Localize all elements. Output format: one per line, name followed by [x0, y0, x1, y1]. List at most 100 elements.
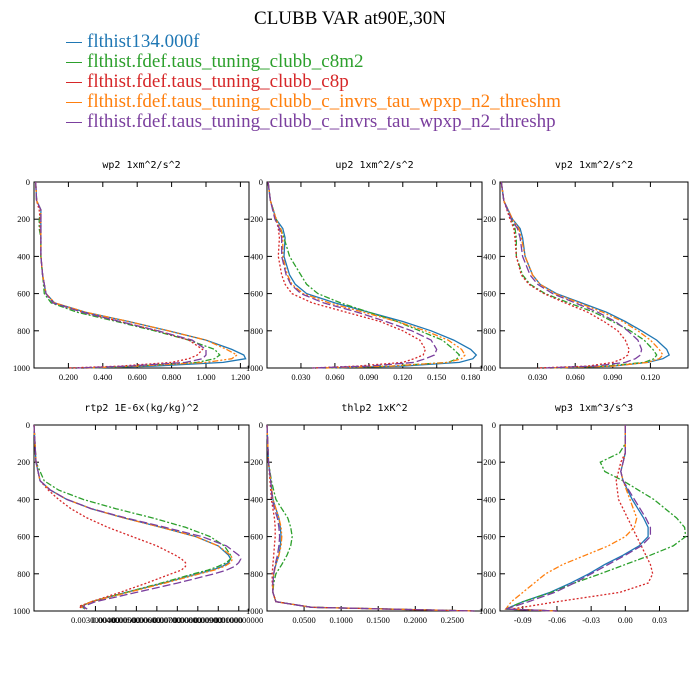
- series-line: [266, 424, 475, 612]
- y-tick-label: 1000: [479, 363, 496, 373]
- y-tick-label: 1000: [13, 606, 30, 616]
- x-tick-label: 0.0090000000: [194, 615, 243, 625]
- series-line: [267, 181, 427, 369]
- panel-title: up2 1xm^2/s^2: [335, 160, 413, 171]
- y-tick-label: 800: [250, 569, 263, 579]
- series-line: [35, 181, 207, 369]
- legend-label: flthist.fdef.taus_tuning_clubb_c_invrs_t…: [87, 111, 556, 132]
- y-tick-label: 0: [259, 177, 263, 187]
- legend-item: flthist.fdef.taus_tuning_clubb_c_invrs_t…: [66, 112, 561, 132]
- y-tick-label: 0: [492, 420, 496, 430]
- legend-label: flthist.fdef.taus_tuning_clubb_c8p: [87, 71, 349, 92]
- series-line: [266, 424, 475, 612]
- series-line: [35, 181, 221, 369]
- y-tick-label: 600: [17, 532, 30, 542]
- y-tick-label: 1000: [13, 363, 30, 373]
- series-line: [505, 425, 687, 612]
- plot-frame: [266, 181, 483, 369]
- x-tick-label: 0.0080000000: [173, 615, 222, 625]
- x-tick-label: 0.120: [393, 372, 412, 382]
- series-line: [35, 181, 247, 369]
- y-tick-label: 0: [259, 420, 263, 430]
- x-tick-label: -0.06: [548, 615, 566, 625]
- page-title: CLUBB VAR at90E,30N: [254, 8, 446, 29]
- panel-title: thlp2 1xK^2: [341, 403, 407, 414]
- y-tick-label: 200: [483, 457, 496, 467]
- legend-label: flthist134.000f: [87, 31, 200, 52]
- legend: flthist134.000f flthist.fdef.taus_tuning…: [66, 32, 561, 132]
- y-tick-label: 800: [17, 326, 30, 336]
- x-tick-label: 0.090: [603, 372, 622, 382]
- series-line: [500, 181, 643, 369]
- legend-item: flthist.fdef.taus_tuning_clubb_c_invrs_t…: [66, 92, 561, 112]
- legend-swatch: [66, 121, 82, 123]
- y-tick-label: 200: [17, 214, 30, 224]
- series-line: [267, 181, 438, 369]
- y-tick-label: 800: [483, 326, 496, 336]
- series-line: [33, 424, 234, 610]
- x-tick-label: 0.0060000000: [132, 615, 181, 625]
- x-tick-label: 0.800: [162, 372, 181, 382]
- panel-title: wp3 1xm^3/s^3: [555, 403, 633, 414]
- legend-swatch: [66, 61, 82, 63]
- x-tick-label: 0.03: [652, 615, 667, 625]
- series-line: [266, 424, 475, 612]
- x-tick-label: 0.2500: [441, 615, 464, 625]
- panel-title: wp2 1xm^2/s^2: [102, 160, 180, 171]
- legend-label: flthist.fdef.taus_tuning_clubb_c8m2: [87, 51, 364, 72]
- y-tick-label: 600: [483, 532, 496, 542]
- series-line: [500, 181, 664, 369]
- x-tick-label: 0.2000: [404, 615, 427, 625]
- series-line: [500, 181, 658, 369]
- x-tick-label: 1.000: [196, 372, 215, 382]
- series-line: [35, 181, 239, 369]
- x-tick-label: 0.0050000000: [112, 615, 161, 625]
- series-line: [511, 425, 654, 612]
- series-line: [35, 181, 204, 369]
- x-tick-label: 0.0040000000: [91, 615, 140, 625]
- x-tick-label: 0.1000: [329, 615, 352, 625]
- series-line: [505, 425, 649, 612]
- y-tick-label: 0: [26, 177, 30, 187]
- legend-item: flthist.fdef.taus_tuning_clubb_c8m2: [66, 52, 561, 72]
- y-tick-label: 1000: [479, 606, 496, 616]
- x-tick-label: 0.200: [59, 372, 78, 382]
- x-tick-label: 0.060: [566, 372, 585, 382]
- legend-label: flthist.fdef.taus_tuning_clubb_c_invrs_t…: [87, 91, 561, 112]
- y-tick-label: 200: [483, 214, 496, 224]
- x-tick-label: 0.150: [427, 372, 446, 382]
- x-tick-label: -0.03: [582, 615, 600, 625]
- legend-item: flthist134.000f: [66, 32, 561, 52]
- x-tick-label: 0.120: [641, 372, 660, 382]
- series-line: [266, 424, 475, 612]
- y-tick-label: 400: [250, 494, 263, 504]
- y-tick-label: 400: [17, 494, 30, 504]
- y-tick-label: 200: [250, 457, 263, 467]
- x-tick-label: 0.600: [128, 372, 147, 382]
- y-tick-label: 400: [17, 251, 30, 261]
- x-tick-label: 0.0100000000: [214, 615, 263, 625]
- legend-swatch: [66, 81, 82, 83]
- y-tick-label: 1000: [246, 606, 263, 616]
- plot-frame: [499, 424, 689, 612]
- x-tick-label: 0.030: [291, 372, 310, 382]
- y-tick-label: 200: [250, 214, 263, 224]
- plot-frame: [33, 424, 250, 612]
- x-tick-label: 0.400: [93, 372, 112, 382]
- y-tick-label: 600: [483, 289, 496, 299]
- series-line: [505, 425, 652, 612]
- y-tick-label: 0: [26, 420, 30, 430]
- y-tick-label: 600: [17, 289, 30, 299]
- x-tick-label: 0.180: [461, 372, 480, 382]
- series-line: [266, 424, 475, 612]
- x-tick-label: 0.00: [618, 615, 633, 625]
- legend-swatch: [66, 41, 82, 43]
- x-tick-label: 0.060: [325, 372, 344, 382]
- y-tick-label: 800: [250, 326, 263, 336]
- series-line: [33, 424, 232, 610]
- plot-frame: [266, 424, 483, 612]
- x-tick-label: 0.090: [359, 372, 378, 382]
- series-line: [267, 181, 466, 369]
- legend-swatch: [66, 101, 82, 103]
